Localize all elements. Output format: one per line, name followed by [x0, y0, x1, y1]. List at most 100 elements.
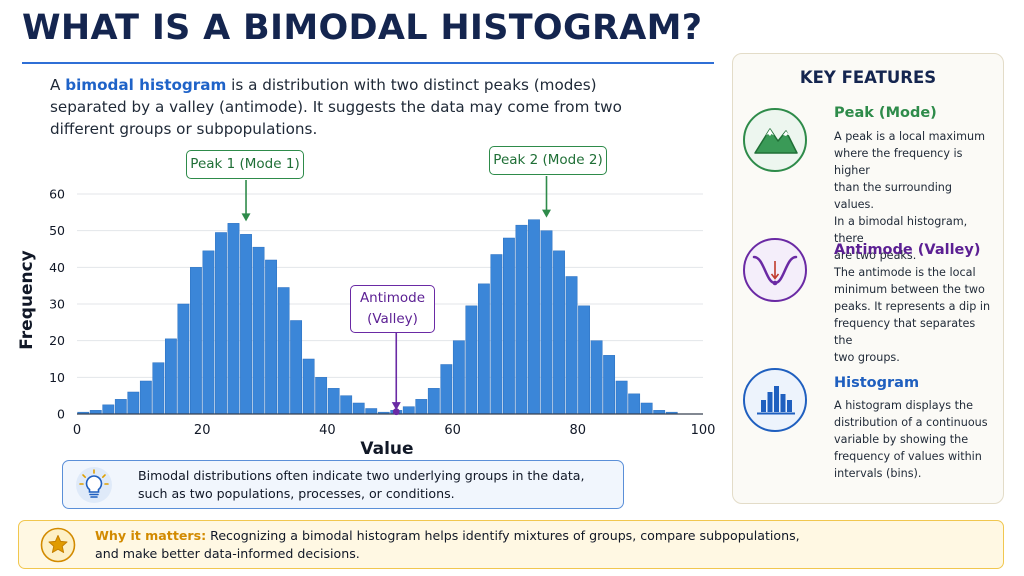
histogram-bar — [528, 219, 540, 415]
histogram-bar — [177, 303, 190, 415]
feature-histogram-text: A histogram displays the distribution of… — [834, 397, 994, 482]
histogram-bar — [315, 377, 328, 415]
histogram-bar — [402, 406, 415, 415]
histogram-bar — [590, 340, 603, 415]
histogram-bar — [628, 393, 641, 415]
feature-peak-text: A peak is a local maximum where the freq… — [834, 128, 994, 264]
feature-peak-line: are two peaks. — [834, 249, 917, 262]
intro-rest: is a distribution with two distinct peak… — [50, 76, 622, 138]
key-features-title: KEY FEATURES — [799, 68, 937, 87]
insight-note-line1: Bimodal distributions often indicate two… — [138, 468, 585, 483]
histogram-bar — [603, 355, 616, 415]
histogram-bar — [290, 320, 303, 415]
histogram-bar — [277, 287, 290, 415]
histogram-bar — [465, 305, 478, 415]
antimode-callout: Antimode (Valley) — [350, 285, 435, 333]
histogram-bar — [302, 358, 315, 415]
feature-histogram-heading: Histogram — [834, 375, 920, 391]
intro-lead: A — [50, 76, 66, 94]
histogram-bar — [440, 364, 453, 415]
feature-antimode-line: frequency that separates the — [834, 317, 976, 347]
histogram-bar — [227, 223, 240, 415]
annotation-arrows — [241, 176, 551, 416]
histogram-bar — [164, 338, 177, 415]
feature-peak-heading: Peak (Mode) — [834, 105, 937, 121]
histogram-bar — [365, 408, 378, 415]
insight-note: Bimodal distributions often indicate two… — [62, 460, 624, 509]
histogram-bar — [503, 237, 515, 415]
x-tick-label: 80 — [570, 423, 587, 438]
histogram-bar — [640, 402, 653, 415]
feature-peak-line: where the frequency is higher — [834, 147, 963, 177]
bimodal-histogram-chart: 0 10 20 30 40 50 60 0 20 40 60 80 100 Value Frequenc… — [17, 176, 715, 459]
histogram-bar — [252, 246, 265, 415]
y-tick-label: 40 — [49, 260, 65, 275]
histogram-bar — [190, 267, 202, 415]
histogram-bar — [553, 250, 565, 415]
histogram-bar — [202, 250, 215, 415]
x-axis-label: Value — [360, 439, 413, 459]
y-tick-label: 20 — [49, 333, 65, 348]
histogram-bar — [427, 388, 440, 415]
antimode-callout-line1: Antimode — [359, 290, 426, 306]
histogram-bar — [114, 399, 127, 415]
feature-histogram-line: distribution of a continuous — [834, 416, 988, 429]
histogram-bars — [77, 219, 678, 415]
feature-peak-line: than the surrounding values. — [834, 181, 952, 211]
histogram-bar — [578, 305, 590, 415]
peak2-callout: Peak 2 (Mode 2) — [489, 146, 607, 175]
histogram-bar — [215, 232, 227, 415]
x-tick-label: 0 — [73, 423, 81, 438]
y-tick-label: 60 — [49, 187, 65, 202]
histogram-bar — [452, 340, 465, 415]
histogram-bar — [540, 230, 553, 415]
histogram-bar — [265, 259, 277, 415]
feature-antimode-heading: Antimode (Valley) — [834, 242, 981, 258]
y-tick-label: 50 — [49, 223, 65, 238]
histogram-bar — [515, 224, 528, 415]
star-icon — [40, 527, 76, 567]
insight-note-text: Bimodal distributions often indicate two… — [138, 467, 584, 503]
why-it-matters-line1: Recognizing a bimodal histogram helps id… — [206, 528, 800, 543]
histogram-bar — [340, 395, 353, 415]
valley-curve-icon — [742, 237, 808, 303]
title-underline — [22, 62, 714, 64]
x-tick-label: 40 — [319, 423, 336, 438]
why-it-matters-label: Why it matters: — [95, 528, 207, 543]
x-tick-label: 60 — [444, 423, 461, 438]
y-axis-label: Frequency — [17, 250, 37, 350]
feature-peak-line: In a bimodal histogram, there — [834, 215, 968, 245]
x-tick-label: 20 — [194, 423, 211, 438]
tick-labels: 0 10 20 30 40 50 60 0 20 40 60 80 100 — [49, 187, 715, 439]
histogram-bar — [127, 391, 140, 415]
histogram-bar — [490, 254, 503, 415]
intro-paragraph: A bimodal histogram is a distribution wi… — [50, 74, 650, 140]
feature-antimode-line: The antimode is the local — [834, 266, 976, 279]
histogram-bar — [102, 404, 115, 415]
mountain-peaks-icon — [742, 107, 808, 173]
feature-histogram-line: intervals (bins). — [834, 467, 922, 480]
histogram-bar — [615, 380, 628, 415]
histogram-bar — [352, 402, 365, 415]
histogram-bar — [152, 362, 165, 415]
y-tick-label: 30 — [49, 297, 65, 312]
why-it-matters-line2: and make better data-informed decisions. — [95, 546, 360, 561]
peak2-arrow-head — [542, 209, 551, 218]
peak1-callout: Peak 1 (Mode 1) — [186, 150, 304, 179]
feature-histogram-line: A histogram displays the — [834, 399, 973, 412]
why-it-matters-text: Why it matters: Recognizing a bimodal hi… — [95, 527, 975, 563]
peak1-arrow-head — [241, 213, 251, 222]
feature-peak-line: A peak is a local maximum — [834, 130, 985, 143]
feature-antimode-line: peaks. It represents a dip in — [834, 300, 991, 313]
feature-histogram-line: frequency of values within — [834, 450, 982, 463]
key-features-panel: KEY FEATURES Peak (Mode) A peak is a loc… — [732, 53, 1004, 504]
antimode-arrow-head — [391, 402, 401, 411]
histogram-bar — [565, 276, 578, 415]
lightbulb-icon — [76, 467, 112, 503]
insight-note-line2: such as two populations, processes, or c… — [138, 486, 455, 501]
histogram-bar — [139, 380, 152, 415]
antimode-point — [392, 408, 400, 416]
histogram-bar — [477, 283, 490, 415]
x-tick-label: 100 — [691, 423, 716, 438]
histogram-bar — [415, 399, 428, 415]
